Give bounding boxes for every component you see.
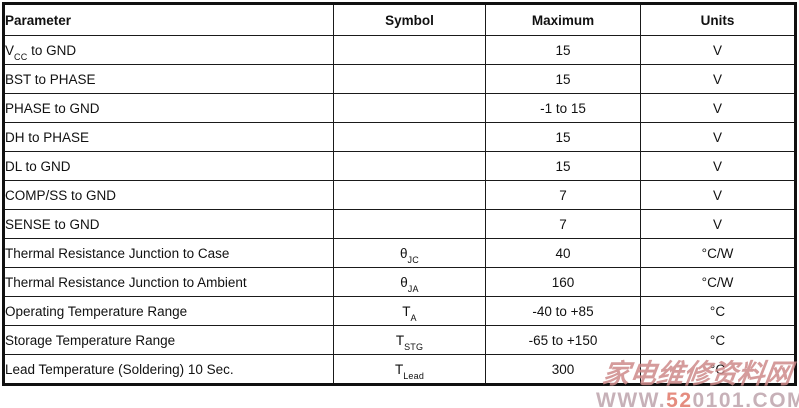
parameter-cell: DH to PHASE <box>3 122 334 152</box>
table-body: VCC to GND 15 V BST to PHASE 15 V PHASE to GND… <box>3 35 796 385</box>
parameter-text: Operating Temperature Range <box>5 303 188 319</box>
symbol-cell: TLead <box>333 354 486 385</box>
parameter-cell: PHASE to GND <box>3 93 334 123</box>
header-maximum: Maximum <box>485 3 641 36</box>
header-symbol: Symbol <box>333 3 486 36</box>
watermark-url-pre: WWW. <box>596 389 667 408</box>
units-cell: V <box>640 151 796 181</box>
symbol-cell <box>333 64 486 94</box>
maximum-cell: 15 <box>485 151 641 181</box>
units-cell: V <box>640 209 796 239</box>
parameter-text: Thermal Resistance Junction to Case <box>5 245 230 261</box>
parameter-text: DL to GND <box>5 158 71 174</box>
units-cell: °C/W <box>640 267 796 297</box>
symbol-cell <box>333 122 486 152</box>
table-row: BST to PHASE 15 V <box>3 64 796 94</box>
table-row: COMP/SS to GND 7 V <box>3 180 796 210</box>
symbol-text: T <box>402 303 411 319</box>
parameter-text: V <box>5 42 15 58</box>
watermark-url-mid: 52 <box>666 389 693 408</box>
maximum-cell: 7 <box>485 180 641 210</box>
maximum-cell: 40 <box>485 238 641 268</box>
parameter-cell: DL to GND <box>3 151 334 181</box>
watermark-url: WWW.520101.COM <box>596 389 799 408</box>
parameter-text: DH to PHASE <box>5 129 90 145</box>
symbol-subscript: JC <box>407 255 419 266</box>
header-row: Parameter Symbol Maximum Units <box>3 3 796 36</box>
parameter-cell: COMP/SS to GND <box>3 180 334 210</box>
table-row: Thermal Resistance Junction to Case θJC 40… <box>3 238 796 268</box>
symbol-cell <box>333 93 486 123</box>
maximum-cell: 15 <box>485 122 641 152</box>
table-row: VCC to GND 15 V <box>3 35 796 65</box>
symbol-cell: TA <box>333 296 486 326</box>
table-row: DL to GND 15 V <box>3 151 796 181</box>
header-units: Units <box>640 3 796 36</box>
units-cell: V <box>640 35 796 65</box>
symbol-text: θ <box>400 245 408 261</box>
units-cell: °C <box>640 325 796 355</box>
symbol-cell: θJA <box>333 267 486 297</box>
parameter-cell: SENSE to GND <box>3 209 334 239</box>
parameter-text-rest: to GND <box>27 42 77 58</box>
table-row: SENSE to GND 7 V <box>3 209 796 239</box>
parameter-cell: Thermal Resistance Junction to Case <box>3 238 334 268</box>
parameter-cell: BST to PHASE <box>3 64 334 94</box>
symbol-cell <box>333 151 486 181</box>
parameter-cell: Storage Temperature Range <box>3 325 334 355</box>
symbol-cell: θJC <box>333 238 486 268</box>
symbol-subscript: Lead <box>403 371 425 382</box>
symbol-text: θ <box>400 274 408 290</box>
parameter-text: Storage Temperature Range <box>5 332 176 348</box>
table-row: Operating Temperature Range TA -40 to +85 °… <box>3 296 796 326</box>
parameter-text: Thermal Resistance Junction to Ambient <box>5 274 247 290</box>
maximum-cell: 300 <box>485 354 641 385</box>
maximum-cell: 7 <box>485 209 641 239</box>
maximum-cell: -1 to 15 <box>485 93 641 123</box>
parameter-text: COMP/SS to GND <box>5 187 117 203</box>
units-cell: °C/W <box>640 238 796 268</box>
symbol-text: T <box>395 332 405 348</box>
table-header: Parameter Symbol Maximum Units <box>3 3 796 36</box>
parameter-text: SENSE to GND <box>5 216 100 232</box>
parameter-text: BST to PHASE <box>5 71 96 87</box>
absolute-maximum-ratings-table: Parameter Symbol Maximum Units VCC to GN… <box>2 2 797 386</box>
symbol-cell: TSTG <box>333 325 486 355</box>
table-row: DH to PHASE 15 V <box>3 122 796 152</box>
units-cell: °C <box>640 296 796 326</box>
parameter-cell: Lead Temperature (Soldering) 10 Sec. <box>3 354 334 385</box>
maximum-cell: 15 <box>485 64 641 94</box>
symbol-cell <box>333 35 486 65</box>
symbol-subscript: STG <box>404 342 424 353</box>
symbol-cell <box>333 209 486 239</box>
units-cell: V <box>640 122 796 152</box>
units-cell: °C <box>640 354 796 385</box>
units-cell: V <box>640 93 796 123</box>
maximum-cell: -65 to +150 <box>485 325 641 355</box>
table-row: Thermal Resistance Junction to Ambient θJ… <box>3 267 796 297</box>
parameter-subscript: CC <box>14 52 28 63</box>
header-parameter: Parameter <box>3 3 334 36</box>
maximum-cell: -40 to +85 <box>485 296 641 326</box>
parameter-text: Lead Temperature (Soldering) 10 Sec. <box>5 361 234 377</box>
parameter-cell: Thermal Resistance Junction to Ambient <box>3 267 334 297</box>
units-cell: V <box>640 64 796 94</box>
parameter-text: PHASE to GND <box>5 100 100 116</box>
maximum-cell: 160 <box>485 267 641 297</box>
maximum-cell: 15 <box>485 35 641 65</box>
table-row: Lead Temperature (Soldering) 10 Sec. TLea… <box>3 354 796 385</box>
table-row: Storage Temperature Range TSTG -65 to +150… <box>3 325 796 355</box>
symbol-text: T <box>394 361 404 377</box>
symbol-cell <box>333 180 486 210</box>
parameter-cell: VCC to GND <box>3 35 334 65</box>
table-row: PHASE to GND -1 to 15 V <box>3 93 796 123</box>
watermark-url-post: 0101.COM <box>692 389 799 408</box>
units-cell: V <box>640 180 796 210</box>
symbol-subscript: JA <box>407 284 419 295</box>
symbol-subscript: A <box>410 313 417 324</box>
parameter-cell: Operating Temperature Range <box>3 296 334 326</box>
